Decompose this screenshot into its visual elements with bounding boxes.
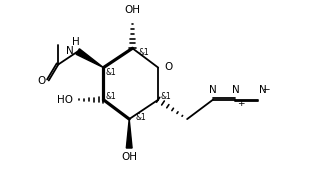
Text: +: + xyxy=(237,99,244,108)
Text: &1: &1 xyxy=(161,92,171,101)
Text: &1: &1 xyxy=(106,68,117,77)
Text: N: N xyxy=(259,85,266,95)
Text: OH: OH xyxy=(121,152,137,162)
Text: HO: HO xyxy=(57,95,73,105)
Text: O: O xyxy=(37,76,46,86)
Polygon shape xyxy=(126,119,132,148)
Text: O: O xyxy=(165,62,173,72)
Text: &1: &1 xyxy=(136,113,146,122)
Text: N: N xyxy=(209,85,217,95)
Text: −: − xyxy=(262,85,270,94)
Text: H: H xyxy=(72,38,80,47)
Polygon shape xyxy=(76,49,103,68)
Text: N: N xyxy=(231,85,239,95)
Text: &1: &1 xyxy=(106,92,117,101)
Text: N: N xyxy=(66,46,74,56)
Text: &1: &1 xyxy=(139,48,150,57)
Text: OH: OH xyxy=(125,5,141,15)
